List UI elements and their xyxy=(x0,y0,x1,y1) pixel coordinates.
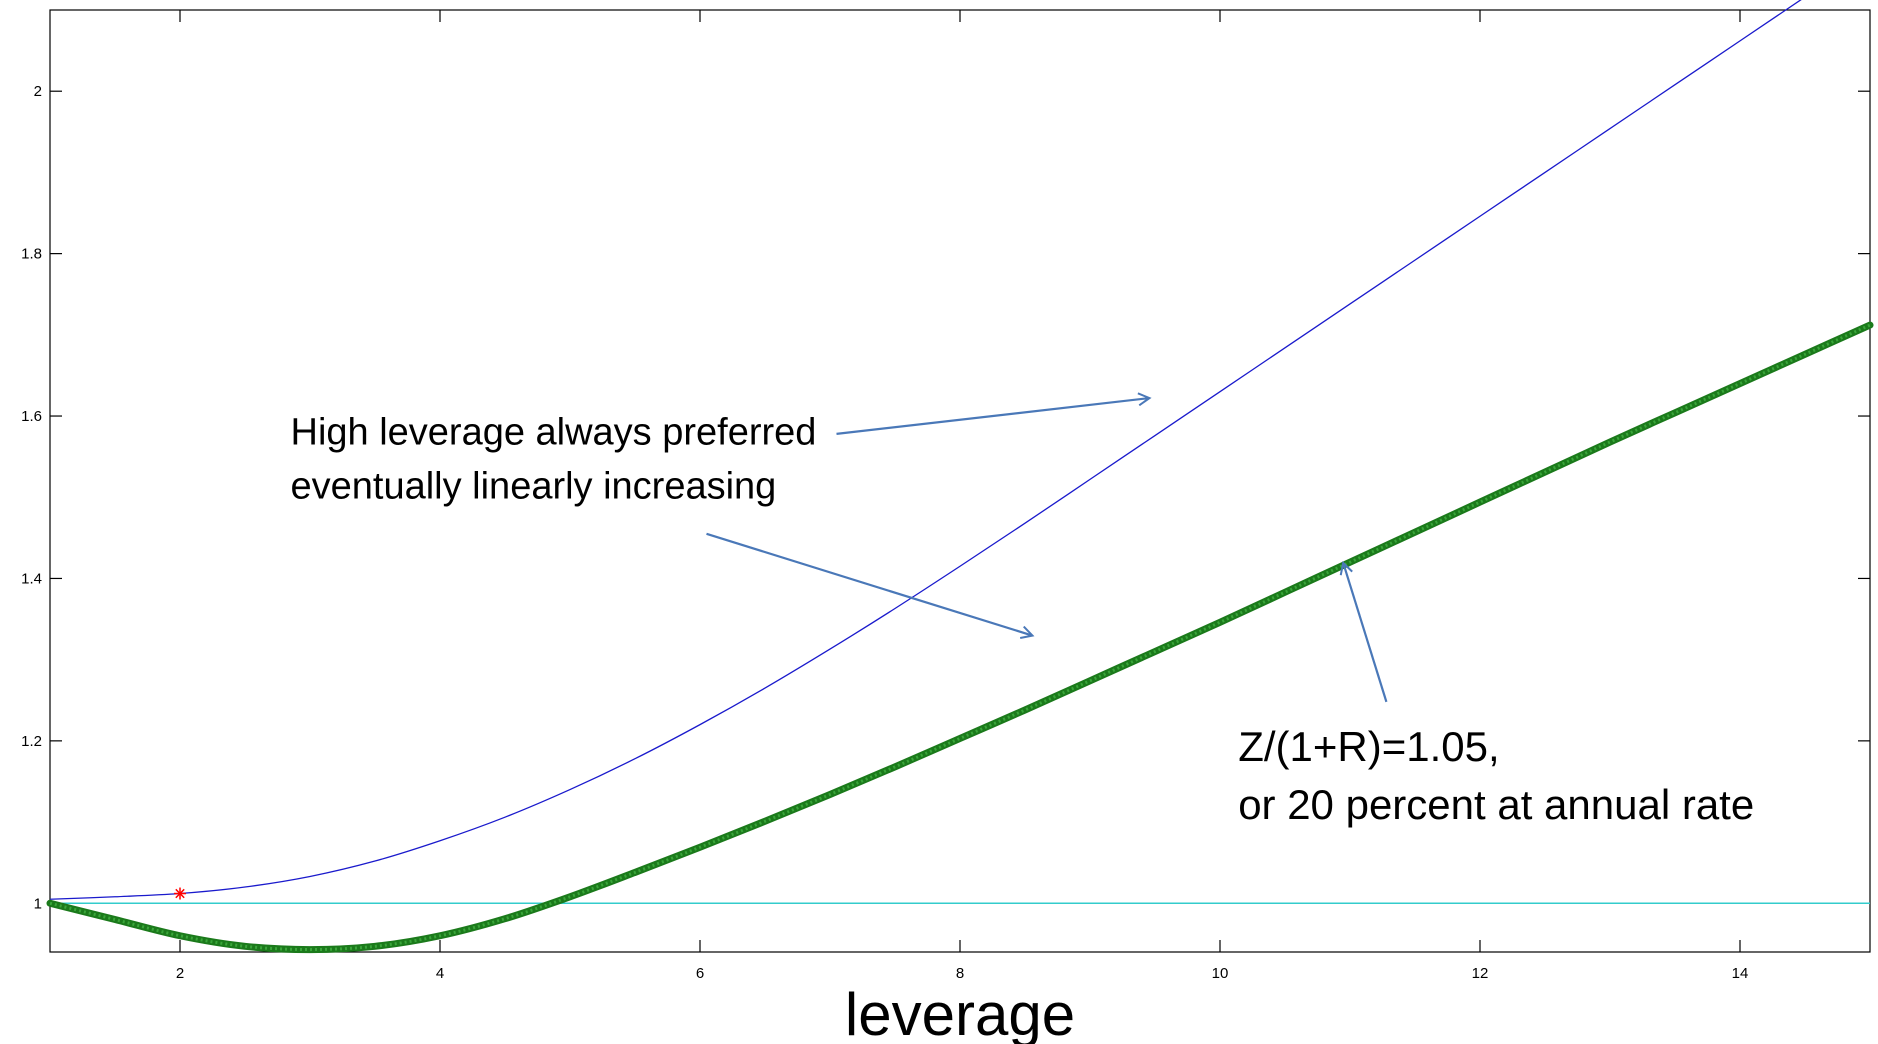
y-tick-label-5: 2 xyxy=(34,83,42,100)
y-tick-label-4: 1.8 xyxy=(21,246,42,263)
x-tick-label-4: 10 xyxy=(1212,965,1229,982)
annotation-1-line-0: Z/(1+R)=1.05, xyxy=(1238,723,1499,770)
x-tick-label-1: 4 xyxy=(436,965,444,982)
y-tick-label-0: 1 xyxy=(34,895,42,912)
highlight-point-0-d2 xyxy=(175,888,185,899)
series-1-markers xyxy=(49,323,1871,952)
x-tick-label-3: 8 xyxy=(956,965,964,982)
annotation-0-arrow-0 xyxy=(836,398,1149,435)
x-tick-label-2: 6 xyxy=(696,965,704,982)
annotation-0-line-0: High leverage always preferred xyxy=(291,411,817,453)
annotation-1-line-1: or 20 percent at annual rate xyxy=(1238,781,1754,828)
y-tick-label-3: 1.6 xyxy=(21,408,42,425)
series-0-line xyxy=(49,0,1802,900)
annotation-0-arrow-1 xyxy=(706,532,1032,636)
y-tick-label-2: 1.4 xyxy=(21,570,42,587)
plot-area xyxy=(49,9,1871,953)
y-tick-label-1: 1.2 xyxy=(21,733,42,750)
x-tick-label-6: 14 xyxy=(1732,965,1749,982)
annotation-1-arrow-0 xyxy=(1344,564,1388,703)
series-layer xyxy=(46,0,1874,954)
x-axis-label: leverage xyxy=(845,981,1075,1044)
annotation-0-line-1: eventually linearly increasing xyxy=(291,465,777,507)
x-tick-label-5: 12 xyxy=(1472,965,1489,982)
axis-ticks: 2 4 6 8 10 12 14 1 1.2 1.4 1.6 1.8 2 xyxy=(21,10,1870,982)
annotation-layer: High leverage always preferred eventually… xyxy=(291,398,1754,828)
highlight-point-0 xyxy=(174,887,186,900)
x-tick-label-0: 2 xyxy=(176,965,184,982)
